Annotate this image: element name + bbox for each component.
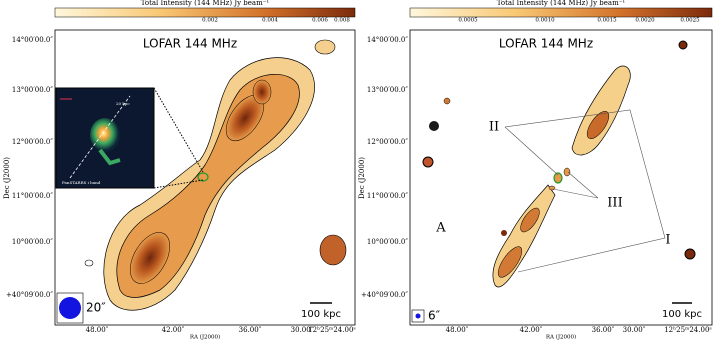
region-box — [504, 109, 666, 273]
colorbar-tick: 0.0025 — [680, 18, 700, 24]
colorbar — [409, 7, 713, 18]
colorbar-title: Total Intensity (144 MHz) Jy beam⁻¹ — [497, 0, 626, 7]
y-axis-label: Dec (J2000) — [3, 157, 11, 199]
colorbar-tick: 0.008 — [334, 18, 350, 24]
y-tick-label: 14°00′00.0″ — [367, 36, 408, 44]
radio-source — [443, 97, 451, 105]
radio-source — [422, 156, 434, 168]
y-tick-label: 13°00′00.0″ — [12, 86, 53, 94]
right-panel — [409, 7, 713, 326]
x-axis-label: RA (J2000) — [546, 334, 576, 340]
radio-core — [501, 230, 507, 236]
x-tick-label: 30.00″ — [623, 326, 646, 334]
y-axis-label: Dec (J2000) — [358, 157, 366, 199]
zoom-line — [153, 179, 204, 189]
inset-axis — [69, 95, 131, 179]
inset-label: PanSTARRS i band — [62, 180, 101, 185]
pointer — [567, 171, 599, 199]
x-tick-label: 48.00″ — [446, 326, 469, 334]
x-tick-label: 42.00″ — [520, 326, 543, 334]
y-tick-label: 13°00′00.0″ — [367, 86, 408, 94]
radio-lobe — [520, 207, 540, 233]
y-tick-label: 10°00′00.0″ — [12, 238, 53, 246]
beam — [415, 313, 421, 319]
y-tick-label: 12°00′00.0″ — [12, 138, 53, 146]
x-tick-label: 30.00″ — [291, 326, 314, 334]
colorbar-tick: 0.0010 — [535, 18, 555, 24]
inset-galaxy — [90, 118, 120, 152]
radio-source — [314, 39, 336, 55]
scale-label: 100 kpc — [301, 309, 341, 320]
x-tick-label: 36.00″ — [592, 326, 615, 334]
y-tick-label: 10°00′00.0″ — [367, 238, 408, 246]
colorbar-tick: 0.006 — [312, 18, 328, 24]
scale-label: 100 kpc — [662, 309, 702, 320]
colorbar-tick: 0.0020 — [635, 18, 655, 24]
radio-source — [684, 248, 696, 260]
x-tick-label: 36.00″ — [239, 326, 262, 334]
host-galaxy — [197, 172, 209, 182]
inset-label: 20 kpc — [116, 101, 130, 106]
pointer — [504, 126, 559, 176]
x-tick-label: 12ʰ25ᵐ24.00ˢ — [664, 326, 712, 334]
radio-source — [429, 121, 439, 131]
inset-tail — [98, 148, 121, 166]
y-tick-label: 14°00′00.0″ — [12, 36, 53, 44]
colorbar-tick: 0.002 — [202, 18, 218, 24]
colorbar-tick: 0.0005 — [458, 18, 478, 24]
annotation: A — [435, 221, 446, 236]
annotation: III — [607, 196, 622, 211]
annotation: I — [665, 233, 670, 248]
radio-lobe — [130, 232, 170, 284]
colorbar-tick: 0.004 — [262, 18, 278, 24]
pointer — [552, 188, 599, 199]
beam-label: 6″ — [428, 309, 441, 323]
y-tick-label: 11°00′00.0″ — [367, 192, 408, 200]
x-tick-label: 48.00″ — [86, 326, 109, 334]
x-axis-label: RA (J2000) — [190, 334, 220, 340]
annotation: II — [489, 120, 499, 135]
left-panel — [54, 7, 356, 326]
panel-title: LOFAR 144 MHz — [143, 37, 237, 51]
colorbar-tick: 0.0015 — [597, 18, 617, 24]
beam — [59, 297, 81, 319]
x-tick-label: 42.00″ — [162, 326, 185, 334]
beam-label: 20″ — [86, 301, 106, 315]
radio-lobe — [586, 111, 610, 139]
radio-lobe — [252, 79, 272, 105]
radio-source — [563, 167, 571, 177]
y-tick-label: 11°00′00.0″ — [12, 192, 53, 200]
y-tick-label: +40°09′00.0″ — [361, 291, 408, 299]
zoom-line — [153, 87, 204, 173]
radio-source — [678, 40, 688, 50]
panel-title: LOFAR 144 MHz — [499, 37, 593, 51]
colorbar — [54, 7, 356, 18]
radio-emission — [571, 65, 631, 156]
y-tick-label: +40°09′00.0″ — [6, 291, 53, 299]
colorbar-title: Total Intensity (144 MHz) Jy beam⁻¹ — [141, 0, 270, 7]
contour — [84, 259, 94, 267]
radio-lobe — [497, 246, 523, 278]
x-tick-label: 12ʰ25ᵐ24.00ˢ — [308, 326, 356, 334]
y-tick-label: 12°00′00.0″ — [367, 138, 408, 146]
host-galaxy — [553, 172, 563, 184]
radio-source — [319, 234, 347, 266]
